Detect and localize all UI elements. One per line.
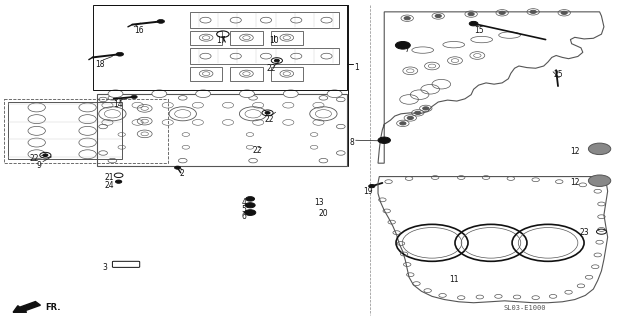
Circle shape — [404, 17, 411, 20]
Ellipse shape — [412, 47, 434, 53]
Circle shape — [174, 166, 180, 169]
Text: 18: 18 — [95, 60, 104, 68]
Text: 1: 1 — [355, 63, 359, 72]
FancyBboxPatch shape — [113, 261, 140, 268]
Circle shape — [327, 90, 342, 98]
Text: 2: 2 — [179, 169, 184, 178]
Circle shape — [423, 107, 429, 110]
Text: 14: 14 — [114, 100, 123, 109]
Text: 8: 8 — [350, 138, 355, 147]
Text: 5: 5 — [241, 204, 246, 214]
Circle shape — [499, 11, 505, 14]
Text: 12: 12 — [570, 179, 580, 188]
Text: 15: 15 — [474, 26, 484, 35]
Circle shape — [530, 10, 536, 13]
Circle shape — [116, 52, 124, 56]
Circle shape — [108, 90, 123, 98]
Text: 12: 12 — [570, 147, 580, 156]
Circle shape — [239, 90, 254, 98]
Circle shape — [468, 12, 474, 16]
FancyArrow shape — [13, 301, 40, 312]
Circle shape — [265, 112, 270, 114]
Circle shape — [378, 137, 391, 143]
Ellipse shape — [499, 32, 521, 38]
Text: 10: 10 — [269, 36, 279, 45]
Circle shape — [116, 180, 122, 183]
Circle shape — [196, 90, 211, 98]
Circle shape — [43, 154, 48, 156]
Text: 22: 22 — [252, 146, 261, 155]
Circle shape — [152, 90, 167, 98]
Text: 22: 22 — [264, 115, 274, 124]
Text: SL03-E1000: SL03-E1000 — [503, 305, 546, 311]
Circle shape — [245, 203, 255, 208]
Text: 21: 21 — [104, 173, 114, 182]
Text: FR.: FR. — [45, 303, 61, 312]
Ellipse shape — [443, 42, 465, 48]
Circle shape — [131, 95, 137, 99]
Text: 11: 11 — [449, 275, 458, 284]
Text: 25: 25 — [553, 70, 563, 79]
Circle shape — [469, 21, 478, 26]
Text: 22: 22 — [266, 64, 276, 73]
Ellipse shape — [471, 36, 493, 43]
Text: 6: 6 — [241, 212, 246, 221]
Text: 7: 7 — [404, 45, 409, 54]
Text: 17: 17 — [216, 36, 226, 45]
Circle shape — [157, 20, 165, 23]
Circle shape — [396, 42, 411, 49]
Text: 3: 3 — [103, 263, 108, 272]
Circle shape — [561, 11, 567, 14]
Circle shape — [435, 14, 442, 18]
Text: 13: 13 — [314, 197, 323, 207]
Circle shape — [400, 122, 406, 125]
Circle shape — [283, 90, 298, 98]
Text: 24: 24 — [104, 181, 114, 190]
Circle shape — [588, 143, 611, 155]
Circle shape — [588, 175, 611, 187]
Circle shape — [246, 197, 254, 201]
Circle shape — [274, 59, 279, 62]
Text: 16: 16 — [134, 26, 144, 35]
Circle shape — [244, 210, 256, 215]
Circle shape — [369, 185, 375, 188]
Text: 22: 22 — [30, 154, 39, 163]
Text: 20: 20 — [318, 209, 328, 218]
Circle shape — [407, 116, 414, 120]
Text: 23: 23 — [579, 228, 589, 236]
Circle shape — [415, 111, 421, 115]
Text: 9: 9 — [36, 161, 41, 170]
Text: 19: 19 — [363, 187, 373, 196]
Text: 4: 4 — [241, 197, 246, 207]
